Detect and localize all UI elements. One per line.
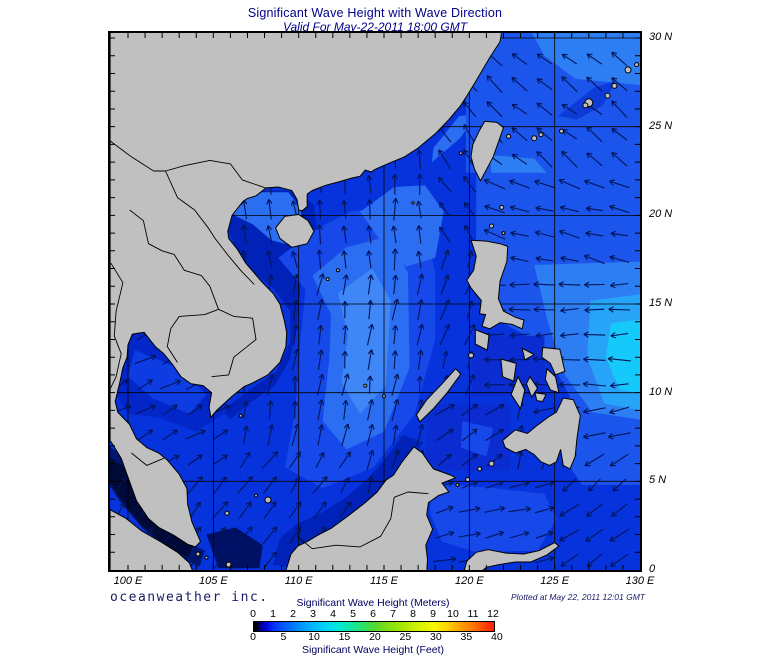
lat-label: 15 N [649, 297, 673, 309]
lat-label: 20 N [649, 208, 673, 221]
feet-tick: 15 [338, 631, 351, 643]
lat-label: 10 N [649, 385, 673, 398]
meters-tick: 0 [250, 608, 256, 620]
page-title: Significant Wave Height with Wave Direct… [247, 6, 503, 20]
meters-tick: 8 [410, 608, 416, 620]
valid-time-subtitle: Valid For May-22-2011 18:00 GMT [282, 20, 468, 34]
meters-tick: 2 [290, 608, 296, 620]
feet-tick: 25 [399, 631, 412, 643]
meters-tick: 4 [330, 608, 336, 620]
meters-tick: 5 [350, 608, 356, 620]
legend-meters-title: Significant Wave Height (Meters) [296, 597, 450, 609]
meters-tick: 11 [467, 608, 479, 620]
lon-label: 100 E [113, 575, 143, 587]
lon-label: 115 E [370, 575, 398, 587]
wave-map [110, 33, 640, 570]
feet-tick: 40 [490, 631, 503, 643]
feet-tick: 10 [308, 631, 320, 643]
feet-tick: 5 [280, 631, 287, 643]
legend-feet-title: Significant Wave Height (Feet) [301, 644, 444, 656]
lon-label: 125 E [540, 575, 570, 587]
feet-tick: 0 [250, 631, 256, 643]
feet-tick: 20 [369, 631, 381, 643]
feet-tick: 30 [430, 631, 442, 643]
lon-label: 120 E [454, 575, 484, 587]
lon-label: 130 E [625, 575, 655, 587]
lat-label: 30 N [649, 31, 673, 43]
meters-tick: 6 [370, 608, 376, 620]
meters-tick: 9 [430, 608, 436, 620]
lat-label: 25 N [649, 119, 673, 132]
colorbar [253, 621, 495, 632]
meters-tick: 3 [310, 608, 316, 620]
lat-label: 5 N [649, 474, 667, 487]
meters-tick: 7 [390, 608, 396, 620]
plotted-at-text: Plotted at May 22, 2011 12:01 GMT [510, 592, 645, 602]
feet-tick: 35 [460, 631, 473, 643]
lat-label: 0 [649, 563, 656, 575]
meters-tick: 10 [447, 608, 459, 620]
meters-tick: 1 [270, 608, 276, 620]
oceanweather-logo: oceanweather inc. [110, 590, 269, 605]
lon-label: 110 E [284, 575, 313, 587]
lon-label: 105 E [198, 575, 228, 587]
meters-tick: 12 [487, 608, 499, 620]
wave-map-frame [108, 31, 642, 572]
